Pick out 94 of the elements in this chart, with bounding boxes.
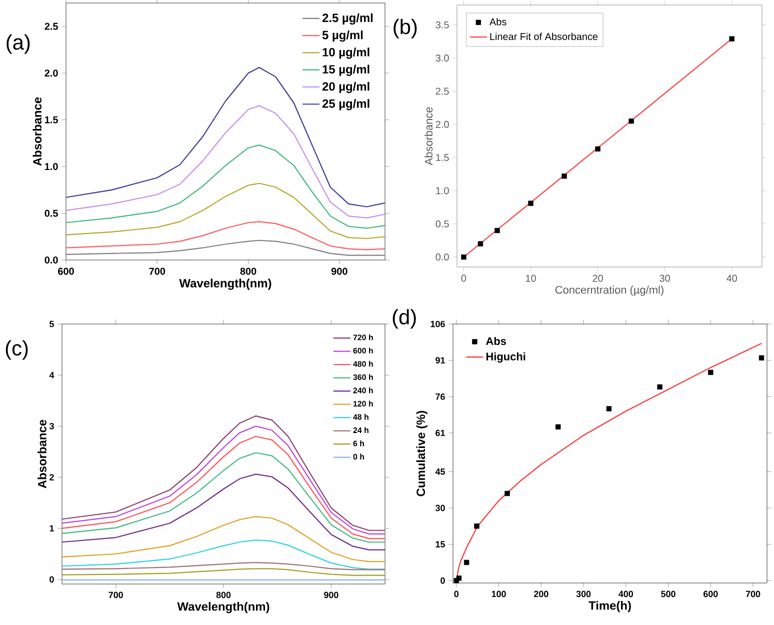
x-tick-label: 700 [149, 268, 166, 275]
y-tick-label: 1.0 [436, 187, 449, 194]
legend-label: 20 µg/ml [322, 82, 370, 94]
y-axis-title: Absorbance [38, 420, 46, 488]
legend-label: 2.5 µg/ml [322, 13, 373, 25]
point [461, 254, 466, 260]
y-tick-label: 15 [436, 541, 445, 548]
x-axis-title: Time(h) [588, 600, 631, 612]
y-tick-label: 1.5 [45, 116, 58, 124]
y-axis-title: Absorbance [32, 97, 42, 166]
line-series [65, 182, 386, 240]
y-tick-label: 76 [436, 393, 445, 400]
text: (c) [6, 340, 28, 360]
legend-label: 10 µg/ml [322, 48, 370, 59]
point [556, 424, 561, 430]
line-series [65, 144, 386, 229]
x-tick-label: 40 [726, 274, 737, 282]
line-series [65, 221, 386, 250]
legend-label: 5 µg/ml [322, 30, 363, 42]
y-tick-label: 91 [436, 357, 445, 364]
y-tick-label: 30 [435, 504, 445, 512]
x-tick-label: 0 [461, 274, 466, 282]
y-axis-title: Cumulative (%) [416, 410, 428, 496]
y-tick-label: 0.0 [436, 254, 449, 261]
y-tick-label: 3.0 [436, 54, 449, 62]
point [708, 370, 714, 376]
x-tick-label: 200 [534, 590, 548, 598]
point [478, 241, 484, 246]
line-series [61, 452, 386, 543]
x-tick-label: 800 [240, 268, 256, 275]
x-tick-label: 700 [108, 592, 123, 598]
x-axis-title: Concerntration (µg/ml) [555, 286, 664, 296]
legend-label: Higuchi [486, 352, 526, 363]
point [657, 384, 662, 390]
x-tick-label: 600 [58, 268, 74, 275]
y-tick-label: 2.5 [436, 88, 449, 95]
y-tick-label: 2.5 [44, 22, 58, 30]
line-series [61, 474, 386, 550]
x-tick-label: 20 [592, 274, 603, 282]
x-tick-label: 30 [660, 274, 670, 282]
y-tick-label: 0.0 [44, 256, 58, 264]
y-tick-label: 61 [436, 430, 445, 436]
legend-label: 25 µg/ml [322, 99, 370, 110]
point [474, 524, 480, 529]
x-tick-label: 400 [618, 590, 634, 598]
line-series [61, 540, 386, 570]
y-tick-label: 3.5 [436, 21, 449, 28]
y-tick-label: 5 [50, 320, 54, 328]
y-tick-label: 1.5 [436, 154, 449, 162]
y-tick-label: 2.0 [44, 70, 58, 77]
legend-label: 15 µg/ml [322, 64, 370, 76]
y-tick-label: 1.0 [45, 163, 58, 170]
y-tick-label: 0.5 [44, 210, 58, 217]
x-axis-title: Wavelength(nm) [177, 602, 270, 614]
x-tick-label: 500 [661, 590, 676, 598]
text: (a) [6, 34, 30, 54]
point [464, 560, 470, 566]
line-series [65, 66, 386, 208]
x-tick-label: 100 [492, 590, 506, 598]
y-tick-label: 0 [440, 577, 445, 584]
x-tick-label: 0 [454, 590, 459, 598]
y-tick-label: 3 [49, 422, 54, 430]
x-tick-label: 800 [216, 592, 231, 598]
legend-label: Abs [486, 336, 506, 346]
point [729, 36, 734, 42]
point [504, 490, 510, 496]
legend-label: Abs [489, 18, 506, 26]
x-tick-label: 900 [324, 592, 338, 598]
x-axis-title: Wavelength(nm) [179, 278, 272, 290]
x-tick-label: 700 [746, 590, 760, 598]
point [595, 146, 600, 152]
y-tick-label: 106 [430, 320, 445, 328]
text: (d) [392, 309, 416, 329]
legend-label: Linear Fit of Absorbance [490, 32, 598, 40]
y-tick-label: 45 [435, 468, 445, 475]
x-tick-label: 300 [576, 590, 591, 598]
point [628, 118, 634, 124]
point [528, 200, 534, 206]
x-tick-label: 600 [703, 590, 718, 598]
point [758, 355, 764, 360]
point [494, 228, 500, 234]
y-tick-label: 1 [50, 525, 54, 532]
y-tick-label: 0.5 [436, 220, 449, 228]
y-tick-label: 2.0 [436, 120, 449, 128]
y-tick-label: 2 [50, 474, 54, 480]
point [562, 174, 567, 179]
x-tick-label: 900 [331, 268, 348, 275]
text: (b) [394, 18, 417, 38]
y-tick-label: 0 [50, 576, 54, 583]
x-tick-label: 10 [526, 274, 536, 282]
y-axis-title: Absorbance [424, 107, 433, 166]
y-tick-label: 4 [49, 372, 54, 378]
point [456, 576, 462, 581]
point [606, 406, 612, 412]
